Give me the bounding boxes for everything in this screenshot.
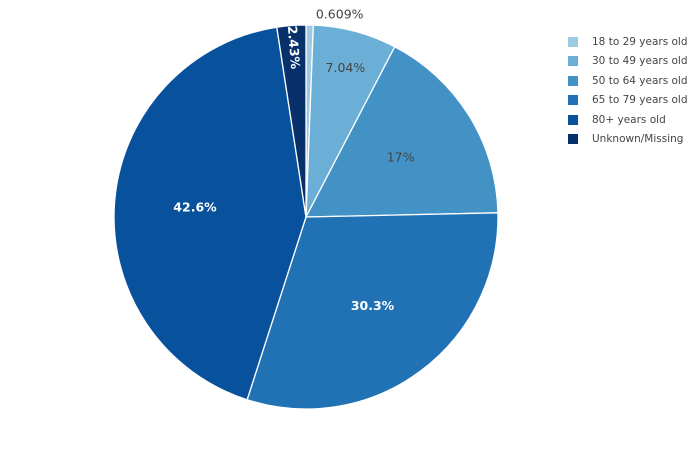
legend-item-30-49[interactable]: 30 to 49 years old	[568, 52, 688, 72]
pie-slices	[113, 24, 499, 410]
legend-item-18-29[interactable]: 18 to 29 years old	[568, 32, 688, 52]
legend-swatch	[568, 134, 578, 145]
legend-swatch	[568, 56, 578, 67]
legend-swatch	[568, 75, 578, 86]
data-label-80-years-old: 42.6%	[173, 200, 217, 215]
legend-label: 30 to 49 years old	[592, 55, 688, 68]
legend-label: 65 to 79 years old	[592, 94, 688, 107]
legend-swatch	[568, 36, 578, 47]
pie-slice-65-to-79-years-old[interactable]	[246, 212, 499, 410]
legend-label: Unknown/Missing	[592, 133, 684, 146]
data-label-unknown-missing: 2.43%	[285, 25, 303, 70]
pie-slice-80-years-old[interactable]	[113, 26, 307, 401]
legend-item-50-64[interactable]: 50 to 64 years old	[568, 71, 688, 91]
legend-label: 80+ years old	[592, 113, 666, 126]
data-label-30-to-49-years-old: 7.04%	[326, 60, 366, 75]
legend: 18 to 29 years old 30 to 49 years old 50…	[568, 32, 688, 149]
data-label-18-to-29-years-old: 0.609%	[316, 7, 364, 22]
legend-swatch	[568, 95, 578, 106]
legend-swatch	[568, 114, 578, 125]
data-label-50-to-64-years-old: 17%	[387, 150, 415, 165]
pie-slice-unknown-missing[interactable]	[276, 24, 307, 218]
legend-label: 50 to 64 years old	[592, 74, 688, 87]
legend-item-unknown[interactable]: Unknown/Missing	[568, 130, 688, 150]
data-label-65-to-79-years-old: 30.3%	[351, 298, 395, 313]
pie-chart: 0.609% 7.04% 17% 30.3% 42.6% 2.43%	[113, 7, 499, 410]
legend-item-80-plus[interactable]: 80+ years old	[568, 110, 688, 130]
pie-slice-50-to-64-years-old[interactable]	[304, 45, 499, 218]
legend-item-65-79[interactable]: 65 to 79 years old	[568, 91, 688, 111]
pie-labels: 0.609% 7.04% 17% 30.3% 42.6% 2.43%	[173, 7, 414, 313]
legend-label: 18 to 29 years old	[592, 35, 688, 48]
